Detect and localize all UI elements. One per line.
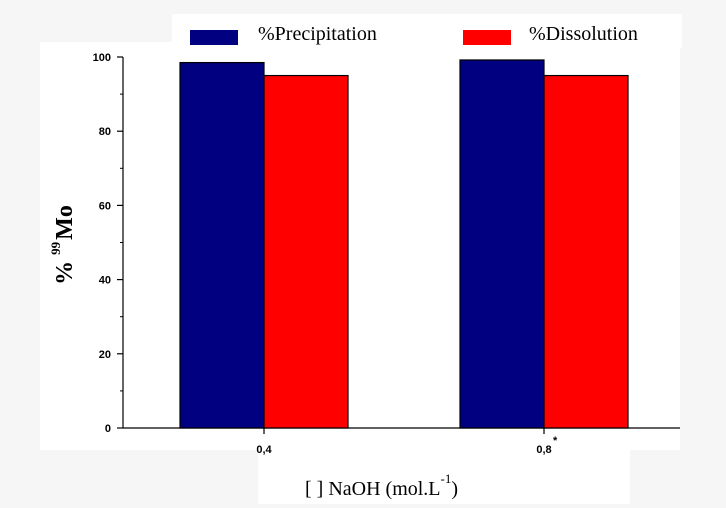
x-axis-title-suffix: ) [451,478,458,500]
x-tick-annotation: * [553,435,558,447]
bar-dissolution-1 [543,74,629,429]
bar-precipitation-0 [179,61,265,429]
y-tick-label: 80 [99,126,111,138]
svg-text:%99Mo: % 99Mo [48,205,78,285]
xlabel-panel [258,450,630,504]
y-tick-label: 40 [99,275,111,287]
bars [179,59,629,429]
x-axis-ticks: 0,4 0,8* [256,428,558,456]
y-axis-title-main: Mo [52,205,78,240]
legend-label-precipitation: %Precipitation [258,23,377,45]
y-axis-title: % 99Mo [48,205,78,285]
bar-dissolution-0 [263,74,349,429]
y-axis-ticks: 0 20 40 60 80 100 [93,52,123,435]
x-tick-label: 0,4 [256,444,272,456]
y-tick-label: 60 [99,200,111,212]
y-tick-label: 20 [99,349,111,361]
y-tick-label: 100 [93,52,111,64]
y-axis-title-superscript: 99 [48,241,63,255]
legend-swatch-precipitation [190,30,238,45]
y-axis-title-prefix: % [52,261,78,285]
legend-swatch-dissolution [463,30,511,45]
y-tick-label: 0 [105,423,111,435]
legend-label-dissolution: %Dissolution [529,23,638,45]
x-axis-title-superscript: -1 [441,471,452,486]
x-axis-title-main: [ ] NaOH (mol.L [305,478,441,500]
x-axis-title: [ ] NaOH (mol.L-1) [305,471,458,500]
x-tick-label: 0,8 [536,444,551,456]
legend: %Precipitation %Dissolution [190,23,638,45]
bar-precipitation-1 [459,59,545,429]
